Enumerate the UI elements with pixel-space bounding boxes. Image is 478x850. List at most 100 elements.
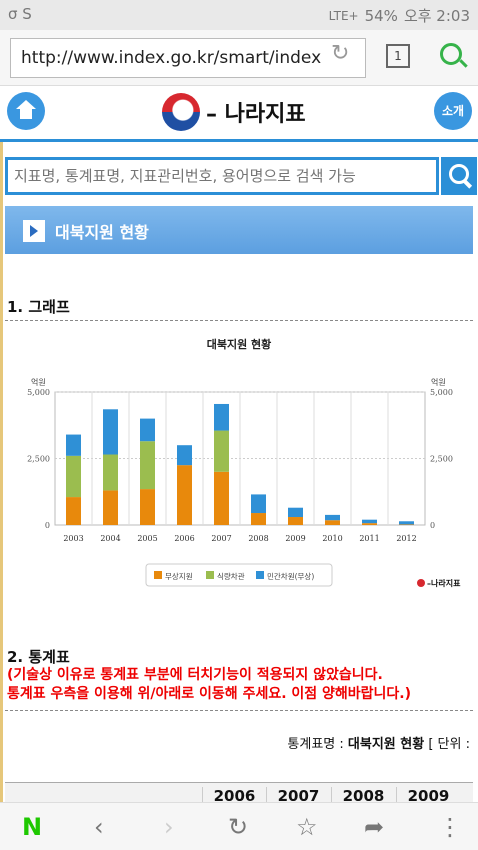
- bar-segment: [214, 430, 229, 472]
- bar-segment: [325, 520, 340, 525]
- bar-segment: [251, 494, 266, 514]
- y-tick-label-right: 5,000: [430, 388, 453, 397]
- x-tick-label: 2010: [322, 534, 342, 543]
- logo-mark-icon: [162, 93, 200, 131]
- bar-segment: [66, 455, 81, 498]
- site-header: – 나라지표 소개: [0, 86, 478, 142]
- naver-icon[interactable]: N: [22, 813, 43, 841]
- more-menu-icon[interactable]: ⋮: [438, 813, 462, 841]
- x-tick-label: 2012: [396, 534, 416, 543]
- search-button[interactable]: [441, 157, 477, 195]
- url-field[interactable]: http://www.index.go.kr/smart/index: [10, 38, 366, 78]
- bar-segment: [140, 441, 155, 490]
- table-header-year: 2008: [331, 787, 395, 805]
- x-tick-label: 2009: [285, 534, 305, 543]
- bar-segment: [399, 524, 414, 525]
- y-tick-label-right: 2,500: [430, 455, 453, 464]
- notice-line-1: (기술상 이유로 통계표 부분에 터치기능이 적용되지 않았습니다.: [7, 667, 383, 683]
- notice-text: (기술상 이유로 통계표 부분에 터치기능이 적용되지 않았습니다. 통계표 우…: [7, 666, 411, 704]
- bar-segment: [251, 513, 266, 525]
- forward-icon[interactable]: ›: [164, 813, 174, 841]
- y-axis-label-left: 억원: [31, 377, 46, 387]
- bar-segment: [140, 489, 155, 525]
- chart-watermark: –나라지표: [427, 578, 461, 588]
- signal-indicator: LTE+: [328, 8, 359, 23]
- legend-swatch: [206, 571, 214, 579]
- bar-segment: [66, 497, 81, 525]
- y-tick-label: 5,000: [27, 388, 50, 397]
- bar-segment: [103, 490, 118, 525]
- legend-label: 무상지원: [165, 571, 193, 581]
- table-header-year: 2009: [396, 787, 460, 805]
- y-tick-label: 2,500: [27, 455, 50, 464]
- logo[interactable]: – 나라지표: [162, 93, 306, 131]
- bar-segment: [103, 409, 118, 455]
- left-rule: [0, 142, 3, 802]
- battery-level: 54%: [364, 6, 398, 25]
- bar-segment: [140, 418, 155, 442]
- table-name-row: 통계표명 : 대북지원 현황 [ 단위 :: [287, 733, 470, 752]
- watermark-logo-icon: [417, 579, 425, 587]
- bar-segment: [362, 519, 377, 524]
- page-title-bar: 대북지원 현황: [5, 206, 473, 254]
- chevron-right-icon: [23, 220, 45, 242]
- reload-icon[interactable]: ↻: [331, 41, 350, 66]
- page-title: 대북지원 현황: [55, 223, 149, 242]
- bar-segment: [214, 403, 229, 431]
- legend-swatch: [154, 571, 162, 579]
- y-axis-label-right: 억원: [431, 377, 446, 387]
- legend-label: 민간차원(무상): [267, 571, 314, 581]
- x-tick-label: 2007: [211, 534, 231, 543]
- table-name-label: 통계표명 :: [287, 737, 348, 752]
- bar-segment: [399, 521, 414, 525]
- x-tick-label: 2006: [174, 534, 194, 543]
- x-tick-label: 2011: [359, 534, 379, 543]
- table-name-value: 대북지원 현황: [347, 737, 425, 752]
- bar-segment: [177, 445, 192, 466]
- graph-heading: 1. 그래프: [7, 298, 70, 316]
- clock: 오후 2:03: [403, 7, 470, 25]
- logo-text: – 나라지표: [206, 102, 306, 127]
- bar-segment: [288, 517, 303, 525]
- browser-bottom-bar: N ‹ › ↻ ☆ ➦ ⋮: [0, 802, 478, 850]
- back-icon[interactable]: ‹: [94, 813, 104, 841]
- search-row: [5, 157, 477, 195]
- table-heading: 2. 통계표: [7, 648, 70, 666]
- browser-search-icon[interactable]: [440, 43, 462, 65]
- x-tick-label: 2005: [137, 534, 157, 543]
- status-bar: σ S LTE+ 54% 오후 2:03: [0, 0, 478, 30]
- x-tick-label: 2003: [63, 534, 83, 543]
- divider: [5, 320, 473, 321]
- bar-segment: [214, 471, 229, 525]
- chart-title: 대북지원 현황: [207, 337, 272, 351]
- table-header-year: 2007: [266, 787, 330, 805]
- legend-label: 식량차관: [217, 571, 245, 581]
- browser-url-bar: http://www.index.go.kr/smart/index: [0, 30, 478, 86]
- share-icon[interactable]: ➦: [364, 813, 385, 841]
- table-header-year: 2006: [202, 787, 266, 805]
- search-input[interactable]: [5, 157, 439, 195]
- bar-segment: [103, 454, 118, 491]
- status-left-icons: σ S: [8, 5, 32, 23]
- y-tick-label-right: 0: [430, 521, 435, 530]
- bar-segment: [362, 523, 377, 525]
- divider: [5, 710, 473, 711]
- table-unit-label: [ 단위 :: [424, 737, 470, 752]
- intro-button[interactable]: 소개: [434, 92, 472, 130]
- y-tick-label: 0: [45, 521, 50, 530]
- bookmark-star-icon[interactable]: ☆: [296, 813, 318, 841]
- x-tick-label: 2004: [100, 534, 120, 543]
- legend-swatch: [256, 571, 264, 579]
- tabs-icon[interactable]: 1: [386, 44, 410, 68]
- bar-segment: [325, 514, 340, 521]
- bar-segment: [177, 465, 192, 525]
- x-tick-label: 2008: [248, 534, 268, 543]
- home-icon[interactable]: [7, 92, 45, 130]
- reload-page-icon[interactable]: ↻: [228, 813, 249, 841]
- bar-segment: [288, 507, 303, 518]
- legend-box: [145, 563, 333, 587]
- notice-line-2: 통계표 우측을 이용해 위/아래로 이동해 주세요. 이점 양해바랍니다.): [7, 686, 412, 702]
- bar-segment: [66, 434, 81, 456]
